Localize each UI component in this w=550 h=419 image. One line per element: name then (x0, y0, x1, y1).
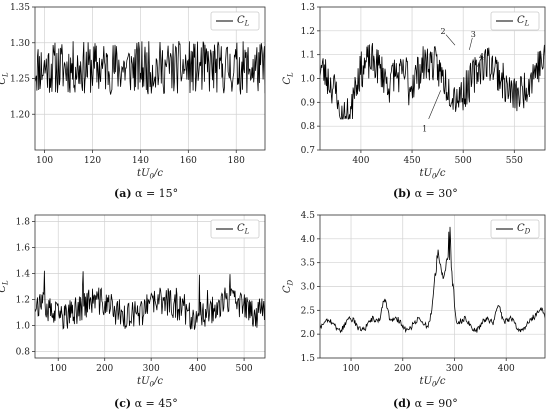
y-tick-label: 0.7 (301, 146, 316, 156)
plot-frame (34, 214, 266, 359)
caption-d: (d) α = 90° (393, 397, 458, 410)
plot-frame (319, 214, 546, 359)
y-tick-label: 1.0 (301, 75, 316, 85)
y-tick-label: 2.0 (301, 330, 316, 340)
y-tick-label: 1.8 (16, 218, 31, 228)
y-tick-label: 1.2 (16, 296, 30, 306)
x-tick-label: 400 (498, 364, 515, 374)
x-tick-label: 100 (50, 364, 67, 374)
y-tick-label: 4.5 (301, 211, 316, 221)
x-tick-label: 200 (394, 364, 411, 374)
series-line-c-l (35, 270, 265, 330)
caption-text: α = 30° (414, 187, 458, 200)
annotation-pointer (445, 34, 456, 46)
chart-panel-c: 100 200 300 400 500 0.8 1.0 1.2 1.4 1.6 1.8 CL tU0/c… (0, 214, 266, 389)
y-tick-label: 1.3 (301, 3, 316, 13)
y-tick-label: 1.5 (301, 354, 316, 364)
legend-label: CL (517, 15, 530, 28)
caption-tag: (a) (114, 187, 132, 200)
caption-tag: (d) (393, 397, 412, 410)
caption-text: α = 15° (135, 187, 179, 200)
series-line-c-l (35, 41, 265, 95)
x-tick-label: 400 (189, 364, 206, 374)
plot-frame (319, 6, 546, 151)
x-tick-label: 120 (84, 156, 101, 166)
legend-label: CD (517, 223, 531, 236)
caption-text: α = 90° (414, 397, 458, 410)
x-tick-label: 200 (96, 364, 113, 374)
annotation-label: 4 (479, 53, 484, 62)
chart-panel-b: 400 450 500 550 0.7 0.8 0.9 1.0 1.1 1.2 1.3 CL tU0/c… (282, 3, 546, 181)
y-tick-label: 1.25 (10, 75, 30, 85)
x-tick-label: 300 (143, 364, 160, 374)
y-tick-label: 0.8 (16, 348, 31, 358)
annotation-pointer (477, 58, 481, 67)
annotation-label: 3 (471, 30, 476, 39)
legend-box (210, 11, 260, 31)
caption-a: (a) α = 15° (114, 187, 178, 200)
annotation-label: 1 (422, 124, 427, 133)
y-tick-label: 1.6 (16, 244, 31, 254)
caption-text: α = 45° (134, 397, 178, 410)
annotation-pointer (428, 90, 441, 120)
x-tick-label: 400 (352, 156, 369, 166)
caption-c: (c) α = 45° (114, 397, 178, 410)
x-axis-label: tU0/c (137, 168, 163, 181)
y-tick-label: 0.8 (301, 122, 316, 132)
legend-box (490, 11, 540, 31)
y-tick-label: 1.30 (10, 39, 30, 49)
x-tick-label: 450 (403, 156, 420, 166)
plot-frame (34, 6, 266, 151)
y-tick-label: 1.1 (301, 51, 315, 61)
x-tick-label: 500 (235, 364, 252, 374)
annotation-pointer (469, 37, 473, 50)
x-tick-label: 550 (506, 156, 523, 166)
x-tick-label: 180 (228, 156, 245, 166)
annotation-label: 2 (440, 27, 445, 36)
chart-panel-a: 100 120 140 160 180 1.20 1.25 1.30 1.35 CL tU0/c CL (0, 3, 266, 181)
x-tick-label: 100 (342, 364, 359, 374)
y-tick-label: 2.5 (301, 306, 316, 316)
legend-label: CL (237, 223, 250, 236)
caption-tag: (b) (393, 187, 412, 200)
y-tick-label: 3.0 (301, 283, 316, 293)
y-tick-label: 1.4 (16, 270, 31, 280)
plot-area (35, 215, 265, 358)
legend-box (210, 219, 260, 239)
series-line-c-l (320, 43, 545, 120)
legend-label: CL (237, 15, 250, 28)
chart-panel-d: 100 200 300 400 1.5 2.0 2.5 3.0 3.5 4.0 4.5 CD tU0/c… (282, 211, 546, 389)
x-axis-label: tU0/c (420, 376, 446, 389)
x-axis-label: tU0/c (137, 376, 163, 389)
x-axis-label: tU0/c (420, 168, 446, 181)
y-tick-label: 1.0 (16, 322, 31, 332)
x-tick-label: 500 (455, 156, 472, 166)
y-tick-label: 0.9 (301, 98, 316, 108)
y-axis-label: CD (282, 279, 295, 293)
x-tick-label: 160 (180, 156, 197, 166)
x-tick-label: 300 (446, 364, 463, 374)
y-tick-label: 3.5 (301, 259, 316, 269)
y-axis-label: CL (282, 72, 295, 85)
x-tick-label: 140 (132, 156, 149, 166)
series-line-c-d (320, 226, 545, 334)
x-tick-label: 100 (36, 156, 53, 166)
y-tick-label: 1.2 (301, 27, 315, 37)
y-axis-label: CL (0, 72, 10, 85)
y-tick-label: 1.20 (10, 110, 30, 120)
y-axis-label: CL (0, 280, 10, 293)
y-tick-label: 4.0 (301, 235, 316, 245)
caption-tag: (c) (114, 397, 132, 410)
legend-box (490, 219, 540, 239)
caption-b: (b) α = 30° (393, 187, 458, 200)
y-tick-label: 1.35 (10, 3, 30, 13)
